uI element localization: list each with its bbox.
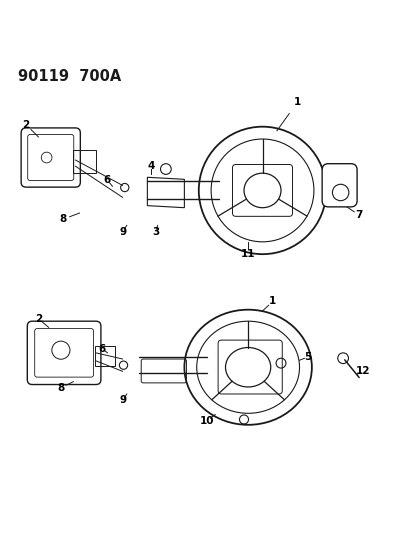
Text: 10: 10 — [199, 416, 214, 426]
Text: 9: 9 — [119, 395, 126, 405]
Text: 90119  700A: 90119 700A — [18, 69, 121, 84]
Text: 9: 9 — [119, 227, 126, 237]
Text: 2: 2 — [22, 119, 30, 130]
Text: 12: 12 — [355, 366, 370, 376]
Text: 4: 4 — [147, 161, 155, 171]
Text: 6: 6 — [98, 344, 105, 354]
Text: 1: 1 — [293, 97, 300, 107]
Text: 5: 5 — [304, 352, 311, 362]
Text: 2: 2 — [35, 314, 42, 324]
Text: 8: 8 — [57, 383, 64, 393]
Text: 1: 1 — [268, 296, 276, 306]
Text: 11: 11 — [240, 249, 255, 259]
Text: 7: 7 — [355, 210, 362, 220]
Text: 8: 8 — [59, 214, 66, 224]
FancyBboxPatch shape — [321, 164, 356, 207]
Text: 3: 3 — [152, 227, 159, 237]
Text: 6: 6 — [104, 175, 111, 185]
